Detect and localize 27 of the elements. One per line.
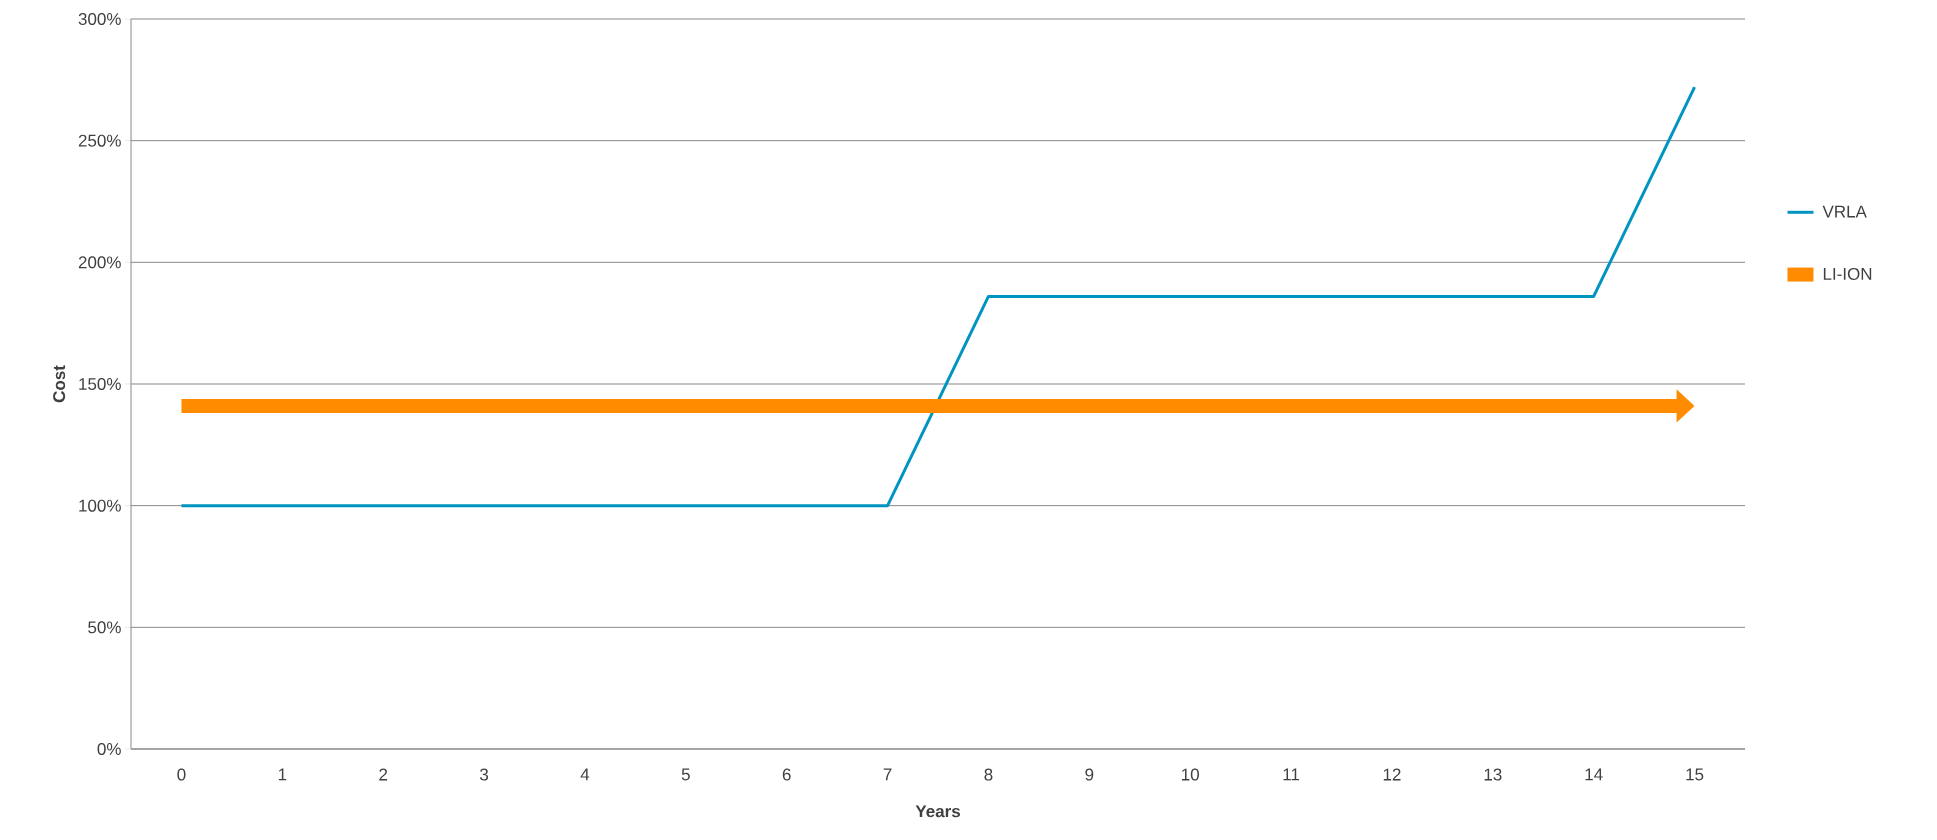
x-tick-label: 9 (1085, 768, 1094, 781)
x-tick-label: 15 (1686, 768, 1704, 781)
legend-label: VRLA (1822, 205, 1867, 218)
x-tick-label: 7 (883, 768, 892, 781)
y-tick-label: 250% (78, 134, 121, 147)
y-tick-label: 150% (79, 377, 121, 391)
y-tick-label: 50% (88, 621, 121, 634)
legend-label: LI-ION (1823, 267, 1872, 280)
x-tick-label: 6 (782, 768, 791, 781)
x-tick-label: 5 (681, 768, 690, 781)
y-axis-title: Cost (53, 365, 66, 403)
x-tick-label: 2 (379, 768, 388, 781)
x-tick-label: 0 (177, 768, 186, 781)
y-tick-label: 200% (78, 256, 121, 269)
y-tick-label: 0% (97, 742, 121, 756)
x-tick-label: 10 (1182, 768, 1199, 781)
x-tick-label: 14 (1585, 768, 1603, 781)
x-tick-label: 8 (984, 768, 993, 781)
x-tick-label: 1 (278, 768, 287, 781)
x-tick-label: 12 (1383, 768, 1401, 781)
x-tick-label: 3 (479, 768, 489, 781)
x-axis-title: Years (915, 805, 960, 818)
x-tick-label: 11 (1283, 768, 1300, 781)
x-tick-label: 4 (580, 768, 590, 781)
x-tick-label: 13 (1484, 768, 1502, 781)
y-tick-label: 100% (79, 499, 121, 512)
y-tick-label: 300% (78, 12, 121, 26)
